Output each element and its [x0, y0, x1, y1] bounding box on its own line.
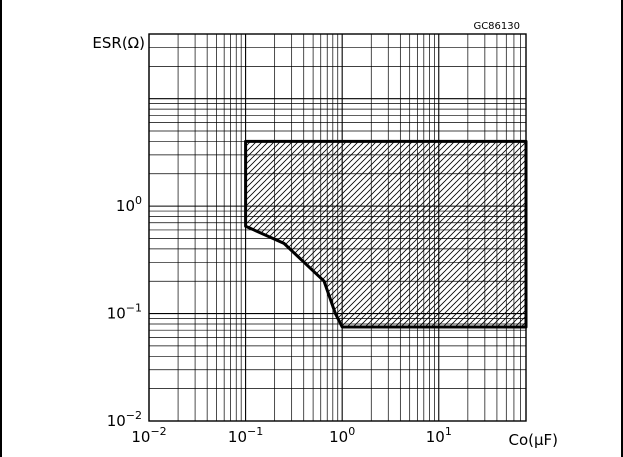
- tick-labels: 10−2 10−1 100 101 100 10−1 10−2: [107, 194, 452, 446]
- y-axis-label: ESR(Ω): [92, 34, 145, 52]
- y-tick-label: 10−2: [107, 409, 142, 430]
- y-tick-label: 100: [116, 194, 142, 215]
- x-tick-label: 10−2: [131, 425, 166, 446]
- x-tick-label: 100: [329, 425, 355, 446]
- axis-labels: ESR(Ω) Co(μF) GC86130: [92, 21, 558, 449]
- stable-region-outline: [244, 139, 528, 329]
- x-tick-label: 10−1: [228, 425, 263, 446]
- x-tick-label: 101: [426, 425, 452, 446]
- y-tick-label: 10−1: [107, 302, 142, 323]
- stable-region: [244, 139, 528, 329]
- stable-region-fill: [245, 141, 526, 327]
- x-axis-label: Co(μF): [508, 431, 558, 449]
- figure-code: GC86130: [473, 21, 520, 32]
